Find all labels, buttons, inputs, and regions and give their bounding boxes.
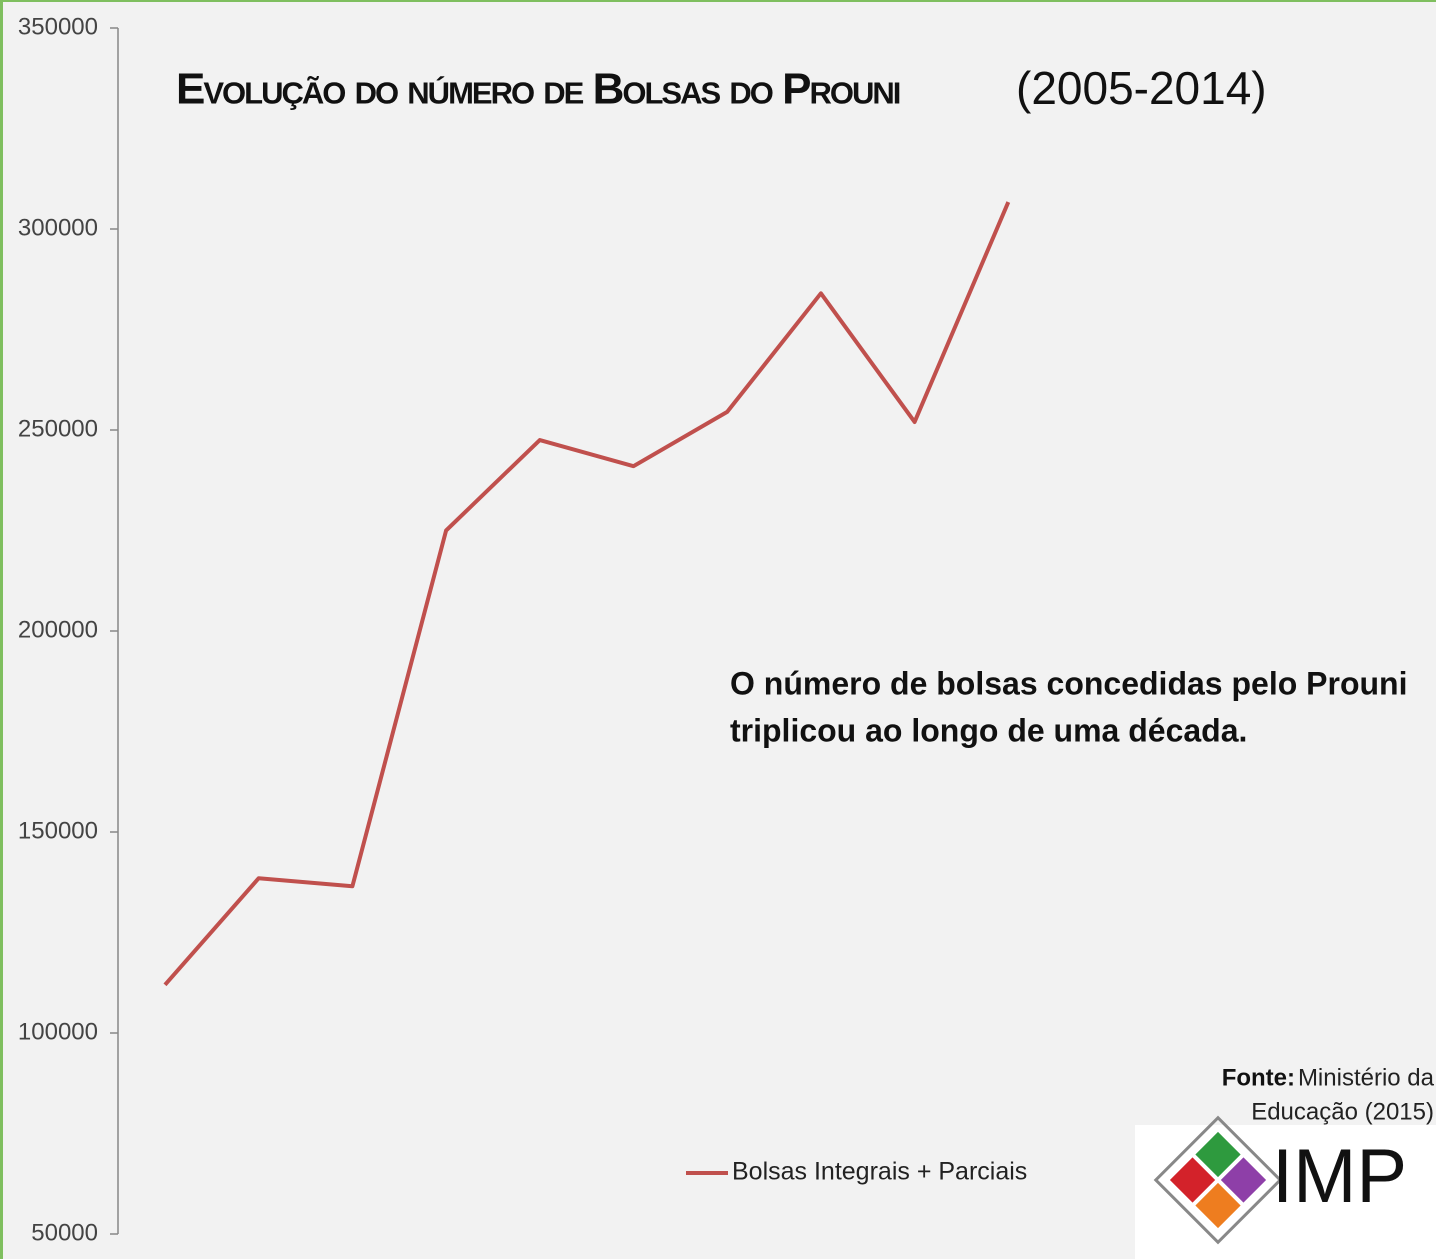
y-tick-label: 150000 [18,817,98,844]
legend-label: Bolsas Integrais + Parciais [732,1158,1027,1186]
source-text: Educação (2015) [1251,1098,1434,1125]
y-tick-label: 50000 [31,1219,98,1246]
y-tick-label: 300000 [18,214,98,241]
y-tick-label: 200000 [18,616,98,643]
frame-edge [0,0,3,1259]
line [163,201,1011,987]
annotation: triplicou ao longo de uma década. [730,712,1247,748]
annotation: O número de bolsas concedidas pelo Proun… [730,665,1407,701]
source-label: Fonte: [1222,1064,1295,1091]
y-tick-label: 250000 [18,415,98,442]
y-tick-label: 100000 [18,1018,98,1045]
chart-title: Evolução do número de Bolsas do Prouni [176,65,900,114]
y-tick-label: 350000 [18,13,98,40]
logo-text: IMP [1272,1134,1407,1219]
frame-edge [0,0,1436,2]
chart-subtitle: (2005-2014) [1016,62,1267,114]
source-text: Ministério da [1298,1064,1435,1091]
